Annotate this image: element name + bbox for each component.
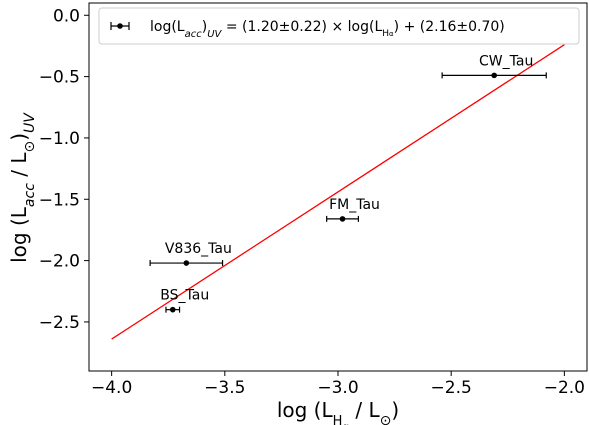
point-marker xyxy=(169,306,176,313)
y-tick-label: −2.5 xyxy=(39,313,80,333)
point-label: BS_Tau xyxy=(160,288,209,304)
y-tick-label: −2.0 xyxy=(39,252,80,272)
data-point: BS_Tau xyxy=(160,288,209,313)
point-marker xyxy=(183,260,190,266)
legend-subscript-halpha: Hα xyxy=(382,29,394,39)
legend-subscript-uv: UV xyxy=(207,29,222,40)
legend-subscript-acc: acc xyxy=(185,29,203,40)
point-marker xyxy=(339,216,346,222)
y-tick-label: 0.0 xyxy=(53,6,80,26)
legend-entry: log(Lacc)UV = (1.20±0.22) × log(LHα) + (… xyxy=(150,19,505,40)
point-label: FM_Tau xyxy=(329,197,380,213)
data-point: FM_Tau xyxy=(326,197,380,222)
x-tick-label: −3.5 xyxy=(204,378,245,398)
point-marker xyxy=(491,72,497,79)
x-axis-title-subscript-alpha: α xyxy=(342,422,349,425)
data-points: CW_Tau FM_Tau V836_Tau BS_Tau xyxy=(149,53,547,313)
y-axis-title-subscript-uv: UV xyxy=(22,112,38,133)
y-axis-title: log (Lacc / L⊙)UV xyxy=(7,112,38,263)
legend-marker-point xyxy=(117,23,123,29)
y-axis-title-sun: ⊙ xyxy=(22,141,38,153)
y-tick-label: −1.0 xyxy=(39,129,80,149)
x-tick-label: −2.5 xyxy=(431,378,472,398)
x-tick-label: −2.0 xyxy=(544,378,585,398)
legend-subscript-alpha: α xyxy=(389,30,394,38)
y-axis-title-subscript-acc: acc xyxy=(22,183,38,207)
y-tick-label: −1.5 xyxy=(39,190,80,210)
data-point: CW_Tau xyxy=(441,53,547,79)
legend: log(Lacc)UV = (1.20±0.22) × log(LHα) + (… xyxy=(98,7,580,45)
x-axis: −4.0 −3.5 −3.0 −2.5 −2.0 xyxy=(91,371,585,398)
x-axis-title-subscript: Hα xyxy=(333,414,350,425)
y-tick-label: −0.5 xyxy=(39,68,80,88)
x-tick-label: −4.0 xyxy=(91,378,132,398)
data-point: V836_Tau xyxy=(149,241,232,267)
point-label: V836_Tau xyxy=(165,241,232,257)
fit-line xyxy=(111,44,565,340)
x-axis-title-sun: ⊙ xyxy=(380,413,392,425)
legend-box xyxy=(98,7,580,45)
point-label: CW_Tau xyxy=(479,53,533,69)
x-axis-title: log (LHα / L⊙) xyxy=(277,398,399,425)
x-tick-label: −3.0 xyxy=(317,378,358,398)
y-axis: 0.0 −0.5 −1.0 −1.5 −2.0 −2.5 xyxy=(39,6,89,333)
